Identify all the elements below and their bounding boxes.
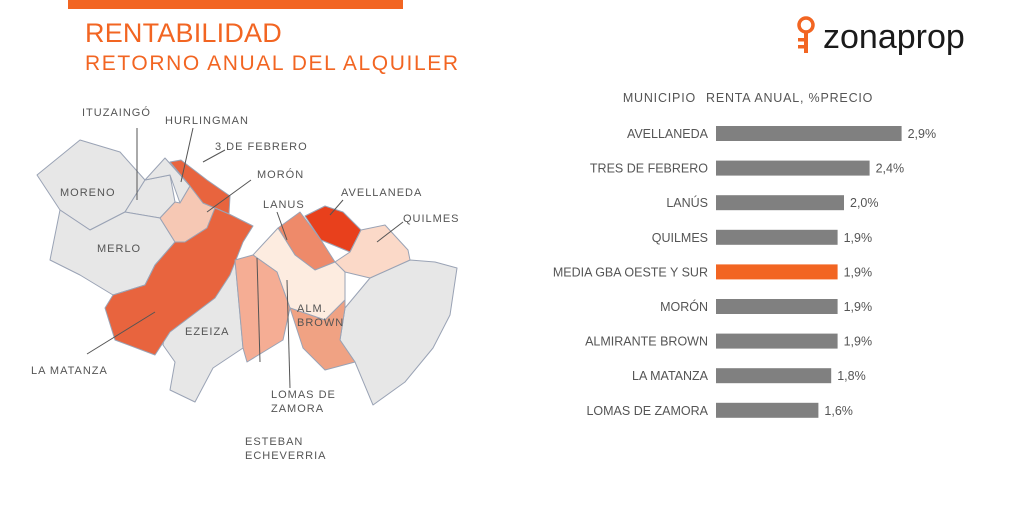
label-la-matanza: LA MATANZA [31,365,108,377]
label-moreno: MORENO [60,187,116,199]
page-title: RENTABILIDAD [85,18,282,48]
header-renta-anual: RENTA ANUAL, %PRECIO [706,91,873,105]
logo-text: zonaprop [823,17,965,56]
bar [716,160,870,176]
bar [716,299,838,314]
municipality-map: ITUZAINGÓ HURLINGMAN 3 DE FEBRERO MORÓN … [31,106,460,462]
region-esteban [234,254,291,363]
label-avellaneda: AVELLANEDA [341,187,422,199]
category-label: QUILMES [652,231,708,245]
value-label: 1,8% [837,369,866,383]
rent-return-bar-chart: MUNICIPIO RENTA ANUAL, %PRECIO AVELLANED… [553,91,937,418]
header-municipio: MUNICIPIO [623,91,696,105]
category-label: MORÓN [660,299,708,314]
bar [716,126,902,141]
bar [716,368,832,384]
label-ituzaingo: ITUZAINGÓ [82,106,151,119]
label-moron: MORÓN [257,168,304,181]
label-merlo: MERLO [97,243,141,255]
label-alm-brown-line1: ALM. [297,303,327,315]
label-3-de-febrero: 3 DE FEBRERO [215,141,308,153]
bar [716,195,844,211]
category-label: AVELLANEDA [627,127,709,141]
value-label: 2,4% [876,162,905,176]
bar [716,229,838,245]
top-accent-bar [68,0,403,9]
value-label: 1,9% [844,335,873,349]
key-icon [797,16,815,53]
value-label: 1,6% [824,404,853,418]
value-label: 1,9% [844,265,873,279]
label-esteban-line1: ESTEBAN [245,436,303,448]
value-label: 2,0% [850,196,879,210]
region-la-matanza [104,207,254,356]
zonaprop-logo: zonaprop [795,14,965,60]
value-label: 1,9% [844,231,873,245]
bar-highlight [716,264,838,280]
page-subtitle: RETORNO ANUAL DEL ALQUILER [85,52,460,75]
label-quilmes: QUILMES [403,213,460,225]
bar [716,333,838,349]
label-ezeiza: EZEIZA [185,326,230,338]
label-lanus: LANUS [263,199,305,211]
value-label: 2,9% [908,127,937,141]
category-label: ALMIRANTE BROWN [585,335,708,349]
label-esteban-line2: ECHEVERRIA [245,450,327,462]
label-lomas-line1: LOMAS DE [271,389,336,401]
category-label: MEDIA GBA OESTE Y SUR [553,265,708,279]
region-alm-brown [289,299,356,371]
label-hurlingman: HURLINGMAN [165,115,249,127]
value-label: 1,9% [844,300,873,314]
label-alm-brown-line2: BROWN [297,317,344,329]
bar [716,402,819,418]
label-lomas-line2: ZAMORA [271,403,324,415]
category-label: LANÚS [666,195,708,210]
category-label: LOMAS DE ZAMORA [586,404,708,418]
category-label: TRES DE FEBRERO [590,162,708,176]
region-east-gray [339,259,458,406]
category-label: LA MATANZA [632,369,709,383]
